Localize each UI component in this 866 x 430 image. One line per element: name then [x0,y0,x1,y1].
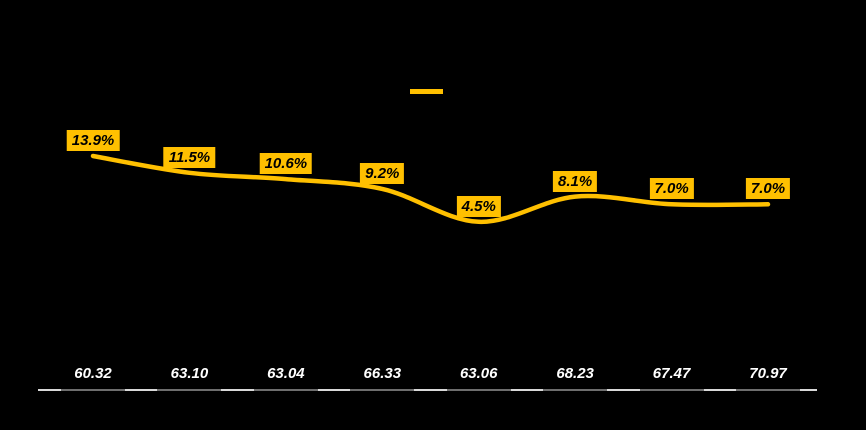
x-axis-tick-segment [446,389,511,391]
x-axis-line [38,389,817,391]
x-axis-tick-segment [736,389,800,391]
x-axis-label: 66.33 [363,365,402,382]
x-axis-tick-segment [639,389,704,391]
data-label: 7.0% [649,178,694,200]
x-axis-label: 68.23 [556,365,594,382]
x-axis-tick-segment [543,389,608,391]
x-axis-label: 63.04 [267,365,305,382]
x-axis-tick-segment [350,389,415,391]
x-axis-label: 70.97 [749,365,787,382]
x-axis-tick-segment [253,389,318,391]
data-label: 8.1% [553,170,598,192]
x-axis-tick-segment [61,389,125,391]
data-label: 13.9% [66,130,120,151]
x-axis-label: 67.47 [652,365,691,382]
x-axis-tick-segment [157,389,222,391]
x-axis-label: 63.10 [170,365,209,382]
data-label: 9.2% [360,162,405,184]
x-axis-label: 63.06 [459,365,498,382]
data-label: 11.5% [163,146,216,168]
legend-line-marker-icon [410,89,443,94]
data-label: 10.6% [259,153,313,175]
x-axis-label: 60.32 [74,365,112,382]
data-label: 4.5% [456,195,501,217]
series-line [90,153,771,225]
data-label: 7.0% [745,178,791,200]
